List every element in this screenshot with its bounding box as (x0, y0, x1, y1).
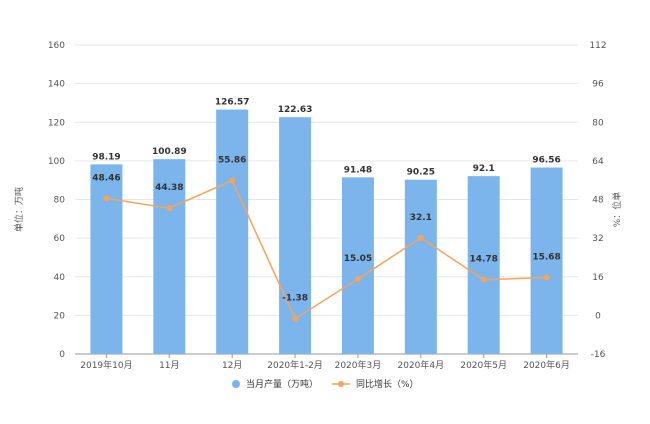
legend-bar-label: 当月产量（万吨） (246, 378, 318, 390)
bar-value-label: 92.1 (473, 164, 495, 174)
bar-value-label: 91.48 (344, 165, 372, 175)
y-tick-label: 0 (59, 350, 65, 360)
line-value-label: 55.86 (218, 156, 246, 166)
y-tick-label: 60 (54, 234, 66, 244)
line-point[interactable] (103, 195, 110, 202)
y-tick-label: 80 (54, 196, 66, 206)
y2-tick-label: 64 (592, 157, 604, 167)
y2-tick-label: 32 (592, 234, 603, 244)
y-tick-label: 140 (48, 80, 65, 90)
x-tick-label: 2020年5月 (460, 359, 507, 371)
line-point[interactable] (543, 274, 550, 281)
x-tick-label: 2020年4月 (397, 359, 444, 371)
legend-line-marker (338, 381, 344, 387)
line-point[interactable] (166, 205, 173, 212)
legend-line-label: 同比增长（%） (356, 378, 419, 390)
legend-bar-swatch (232, 380, 240, 388)
bar[interactable] (279, 117, 312, 355)
bar[interactable] (153, 159, 186, 354)
y2-tick-label: 80 (592, 118, 604, 128)
bar-value-label: 90.25 (407, 168, 435, 178)
line-value-label: 48.46 (92, 173, 120, 183)
line-point[interactable] (354, 276, 361, 283)
x-tick-label: 2020年3月 (335, 359, 382, 371)
x-tick-label: 2020年1-2月 (267, 359, 323, 371)
line-value-label: -1.38 (282, 294, 308, 304)
growth-line (106, 179, 547, 320)
bar[interactable] (467, 176, 500, 354)
x-tick-label: 2020年6月 (523, 359, 570, 371)
bar-value-label: 122.63 (278, 105, 313, 115)
y-tick-label: 40 (54, 273, 66, 283)
line-value-label: 15.05 (344, 254, 372, 264)
line-value-label: 32.1 (410, 213, 432, 223)
line-value-label: 44.38 (155, 183, 183, 193)
y2-axis-title: %：位单 (611, 192, 623, 228)
line-point[interactable] (417, 234, 424, 241)
x-tick-label: 11月 (159, 360, 179, 371)
bar[interactable] (341, 177, 374, 354)
line-value-label: 14.78 (469, 255, 497, 265)
bar[interactable] (216, 109, 249, 354)
bar-value-label: 100.89 (152, 147, 187, 157)
y-tick-label: 160 (48, 41, 65, 51)
y2-tick-label: 112 (589, 41, 606, 51)
y-axis-title: 单位：万吨 (13, 187, 25, 232)
y2-tick-label: 16 (592, 273, 604, 283)
y2-tick-label: -16 (591, 350, 606, 360)
bar-value-label: 98.19 (92, 152, 120, 162)
bar-value-label: 96.56 (532, 156, 560, 166)
bar[interactable] (530, 167, 563, 354)
bar[interactable] (90, 164, 123, 354)
bar[interactable] (404, 179, 437, 354)
y2-tick-label: 48 (592, 196, 604, 206)
y-tick-label: 100 (48, 157, 65, 167)
y-tick-label: 20 (54, 311, 66, 321)
y2-tick-label: 0 (595, 311, 601, 321)
line-point[interactable] (229, 177, 236, 184)
y2-tick-label: 96 (592, 80, 604, 90)
x-tick-label: 12月 (222, 360, 242, 371)
line-value-label: 15.68 (532, 253, 560, 263)
bar-value-label: 126.57 (215, 98, 250, 108)
y-tick-label: 120 (48, 118, 65, 128)
x-tick-label: 2019年10月 (80, 359, 132, 371)
line-point[interactable] (480, 276, 487, 283)
line-point[interactable] (292, 315, 299, 322)
